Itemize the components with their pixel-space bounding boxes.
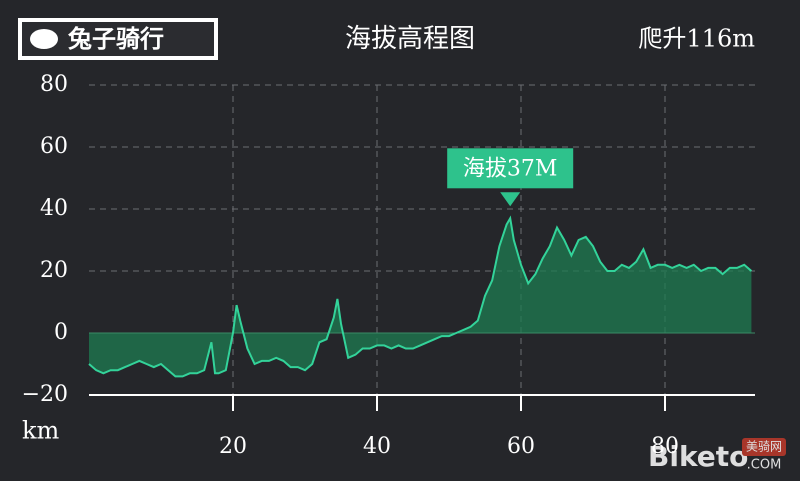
x-tick-label: 20 [219,434,247,459]
logo-icon [30,29,58,49]
x-tick-label: 80 [651,434,679,459]
x-tick-label: 40 [363,434,391,459]
area [89,218,752,377]
logo-text: 兔子骑行 [68,25,164,53]
x-tick-label: 60 [507,434,535,459]
chart-title: 海拔高程图 [345,24,475,54]
watermark-badge: 美骑网 [746,440,782,454]
x-axis-label: km [22,417,60,445]
line [88,215,753,378]
annotation-text: 海拔37M [463,156,558,181]
y-tick-label: 0 [54,320,68,345]
y-tick-label: 60 [40,134,68,159]
annotation-pointer [500,192,521,207]
watermark-badge-bg [742,438,786,456]
annotation-box [447,148,574,189]
y-tick-label: 20 [40,258,68,283]
y-tick-label: 80 [40,72,68,97]
watermark-suffix: .COM [747,458,782,473]
chart-subtitle: 爬升116m [638,25,755,53]
watermark: Biketo 美骑网 .COM [648,438,786,473]
watermark-text: Biketo [648,440,748,473]
y-tick-label: 40 [40,196,68,221]
y-tick-label: −20 [22,382,68,407]
